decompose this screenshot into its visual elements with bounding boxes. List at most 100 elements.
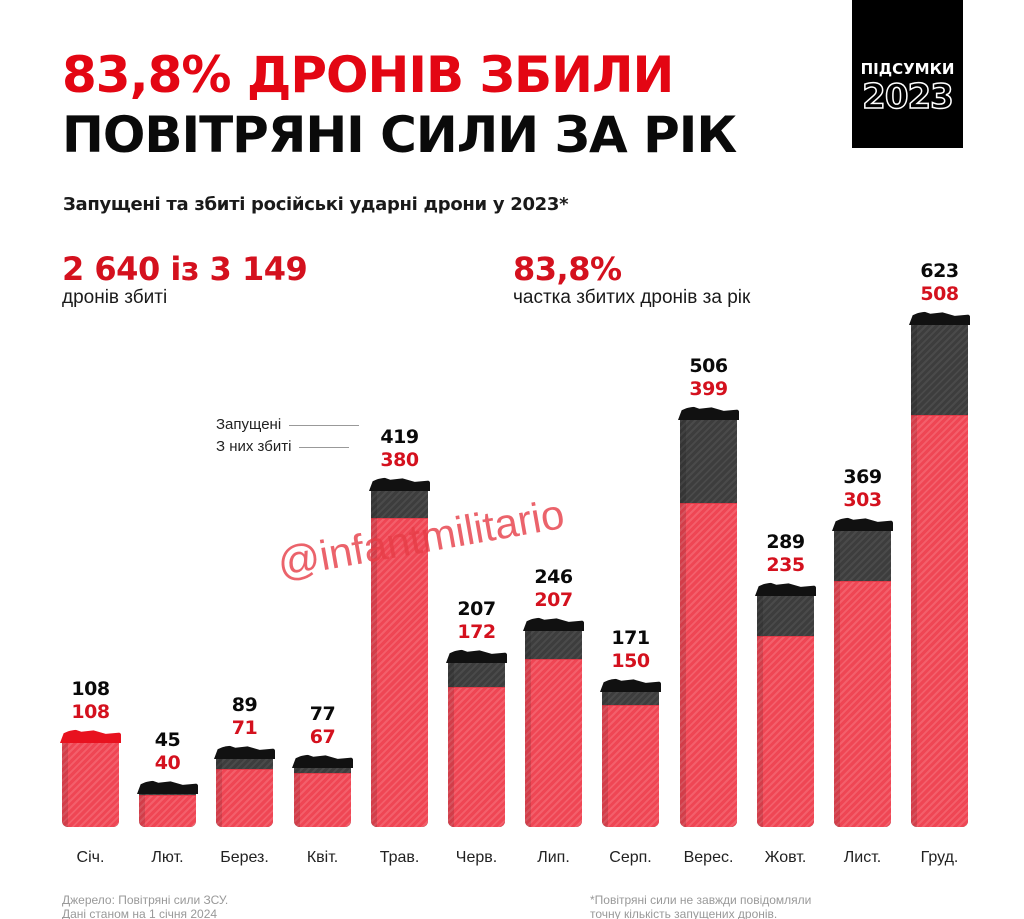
bar (680, 416, 737, 827)
month-label: Трав. (379, 849, 420, 866)
stat-share-percent: 83,8% частка збитих дронів за рік (513, 252, 750, 309)
bar-shade (216, 755, 222, 827)
value-launched: 77 (309, 703, 336, 725)
footer-note: *Повітряні сили не завжди повідомляли то… (590, 893, 811, 919)
value-shot-down: 150 (611, 650, 650, 672)
bar-group: 171 150 (600, 627, 661, 827)
bar (911, 321, 968, 827)
legend-label-shot-down: З них збиті (216, 438, 292, 455)
value-shot-down: 108 (71, 701, 110, 723)
page-title-line1: 83,8% ДРОНІВ ЗБИЛИ (62, 46, 674, 104)
month-label: Серп. (609, 849, 652, 866)
bar (216, 755, 273, 827)
bar-shade (448, 659, 454, 827)
bar (62, 739, 119, 827)
bar-group: 369 303 (832, 466, 893, 827)
bar-group: 207 172 (446, 598, 507, 827)
bar (139, 790, 196, 827)
bar-segment-shot-down (216, 769, 273, 827)
drone-icon (137, 780, 198, 794)
bar-shade (834, 527, 840, 827)
drone-icon (832, 517, 893, 531)
legend-label-launched: Запущені (216, 416, 282, 433)
bar-group: 506 399 (678, 355, 739, 827)
bar-group: 45 40 (137, 729, 198, 827)
bar-segment-shot-down (139, 795, 196, 827)
drone-icon (600, 678, 661, 692)
summary-badge: ПІДСУМКИ 2023 (852, 0, 963, 148)
bar-shade (680, 416, 686, 827)
value-shot-down: 235 (766, 554, 805, 576)
bar-segment-shot-down (602, 705, 659, 827)
value-launched: 623 (920, 260, 959, 282)
bar-shade (294, 764, 300, 827)
legend-shot-down: З них збиті (216, 436, 359, 458)
value-launched: 246 (534, 566, 573, 588)
value-launched: 45 (154, 729, 181, 751)
bar (834, 527, 891, 827)
footer-source-line1: Джерело: Повітряні сили ЗСУ. (62, 893, 229, 907)
bar-shade (757, 592, 763, 827)
drone-icon (60, 729, 121, 743)
bar-segment-shot-down (525, 659, 582, 827)
value-shot-down: 40 (154, 752, 181, 774)
drone-icon (369, 477, 430, 491)
bar (757, 592, 814, 827)
value-launched: 369 (843, 466, 882, 488)
bar-segment-shot-down (757, 636, 814, 827)
drone-icon (523, 617, 584, 631)
bar (294, 764, 351, 827)
drone-icon (292, 754, 353, 768)
value-launched: 108 (71, 678, 110, 700)
value-launched: 89 (231, 694, 258, 716)
bar (602, 688, 659, 827)
value-launched: 419 (380, 426, 419, 448)
bar-shade (139, 790, 145, 827)
badge-label: ПІДСУМКИ (860, 60, 955, 78)
bar (371, 487, 428, 827)
bar-segment-shot-down (834, 581, 891, 827)
bar-group: 108 108 (60, 678, 121, 827)
month-label: Лип. (537, 849, 570, 866)
value-shot-down: 399 (689, 378, 728, 400)
month-label: Черв. (455, 849, 498, 866)
bar-group: 623 508 (909, 260, 970, 827)
value-launched: 506 (689, 355, 728, 377)
value-shot-down: 207 (534, 589, 573, 611)
footer-note-line2: точну кількість запущених дронів. (590, 907, 778, 919)
month-label: Жовт. (764, 849, 807, 866)
bar-segment-shot-down (448, 687, 505, 827)
stat-value: 2 640 із 3 149 (62, 250, 308, 288)
bar-segment-shot-down (294, 773, 351, 827)
value-launched: 289 (766, 531, 805, 553)
month-label: Берез. (220, 849, 269, 866)
legend-leader-line (289, 424, 360, 426)
month-label: Верес. (683, 849, 734, 866)
footer-source: Джерело: Повітряні сили ЗСУ. Дані станом… (62, 893, 228, 919)
drone-icon (446, 649, 507, 663)
bar (525, 627, 582, 827)
month-label: Груд. (920, 849, 959, 866)
value-shot-down: 172 (457, 621, 496, 643)
bar-group: 289 235 (755, 531, 816, 827)
value-shot-down: 303 (843, 489, 882, 511)
bar-group: 419 380 (369, 426, 430, 827)
bar-shade (62, 739, 68, 827)
month-label: Лют. (151, 849, 184, 866)
footer-source-line2: Дані станом на 1 січня 2024 (62, 907, 218, 919)
stat-caption: дронів збиті (62, 287, 168, 308)
bar-shade (602, 688, 608, 827)
bar-segment-shot-down (680, 503, 737, 827)
bar-shade (371, 487, 377, 827)
bar-segment-shot-down (911, 415, 968, 827)
drone-icon (909, 311, 970, 325)
bar (448, 659, 505, 827)
bar-segment-shot-down (62, 739, 119, 827)
stat-value: 83,8% (513, 250, 622, 288)
drone-icon (678, 406, 739, 420)
value-launched: 207 (457, 598, 496, 620)
chart-legend: Запущені З них збиті (216, 414, 360, 458)
month-label: Лист. (843, 849, 882, 866)
chart-subtitle: Запущені та збиті російські ударні дрони… (63, 194, 569, 215)
